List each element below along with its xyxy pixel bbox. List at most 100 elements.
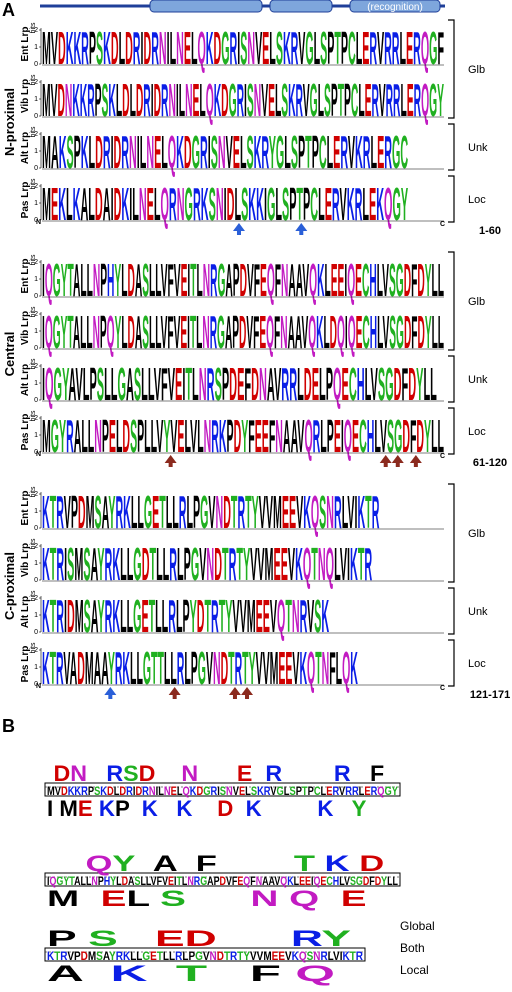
axis-unit: bits [30,590,37,601]
y-tick-label: 2 [34,363,38,370]
both-band [44,872,401,887]
both-sequence: KTRVPDMSAYRKLLGETLLRLPGVNDTRTYVVMEEVKQSN… [47,949,363,963]
sequence-logo: IQGYTALLNPQYLDASLLVFVEITLNRGAPDVFEQFNAAV… [42,306,444,358]
group-label: Loc [468,658,486,670]
group-label: Unk [468,142,488,154]
y-tick-label: 2 [34,543,38,550]
arrow [104,687,117,699]
arrow [391,455,404,467]
arrow [295,223,308,235]
axis-unit: bits [30,642,37,653]
arrow [232,223,245,235]
y-tick-label: 1 [34,560,38,567]
y-tick-label: 1 [34,612,38,619]
axis-unit: bits [30,538,37,549]
row-label: Ent Lrp [20,259,31,294]
arrow [379,455,392,467]
y-tick-label: 1 [34,508,38,515]
y-tick-label: 2 [34,491,38,498]
y-tick-label: 1 [34,44,38,51]
both-sequence: MVDKKRPSKDLDRIDRNILNELQKDGRISNVELSKRVGLS… [47,784,398,798]
y-tick-label: 1 [34,380,38,387]
legend-label: Local [400,963,429,977]
row-label: Vib Lrp [20,311,31,345]
both-band [44,947,366,962]
y-tick-label: 2 [34,415,38,422]
y-tick-label: 2 [34,27,38,34]
y-tick-label: 0 [34,449,38,456]
arrow [241,687,254,699]
legend-label: Global [400,919,435,933]
c-terminus: C [440,453,445,460]
row-label: Alt Lrp [20,364,31,396]
row-label: Pas Lrp [20,646,31,683]
y-tick-label: 0 [34,577,38,584]
y-tick-label: 0 [34,681,38,688]
range-label: 1-60 [479,225,501,237]
bracket [448,407,455,455]
bracket [448,639,455,687]
group-label: Glb [468,64,485,76]
group-label: Glb [468,528,485,540]
bracket [448,175,455,223]
y-tick-label: 1 [34,96,38,103]
bracket [448,483,455,583]
row-label: Pas Lrp [20,182,31,219]
both-band [44,782,401,797]
y-tick-label: 1 [34,200,38,207]
helix-label: (recognition) [367,2,423,13]
n-terminus: N [36,451,41,458]
panel-label: A [2,0,15,20]
helix [349,0,441,13]
axis-unit: bits [30,306,37,317]
y-tick-label: 0 [34,61,38,68]
row-label: Ent Lrp [20,27,31,62]
c-terminus: C [440,221,445,228]
bracket [448,19,455,119]
sequence-logo: IQGYTALLNPHYLDASLLVFVEITLNRGAPDVFEQFNAAV… [42,254,444,306]
row-label: Ent Lrp [20,491,31,526]
group-label: Loc [468,194,486,206]
axis-unit: bits [30,254,37,265]
bracket [448,355,455,403]
y-tick-label: 1 [34,276,38,283]
sequence-logo: MVDKKRPSKDLDRIDRNILNELQKDGRISNVELSKRVGLS… [42,22,444,74]
group-label: Unk [468,374,488,386]
y-tick-label: 0 [34,165,38,172]
n-terminus: N [36,683,41,690]
sequence-logo: MAKSPKLDRIDRNILNELQKDGRISNVELSKRYGLSPTPC… [42,126,408,178]
global-letters: DN RSD N E R R F [47,761,384,786]
arrow [168,687,181,699]
group-label: Glb [468,296,485,308]
row-label: Alt Lrp [20,596,31,628]
both-sequence: IQGYTALLNPHYLDASLLVFVEITLNRGAPDVFEQFNAAV… [47,874,398,888]
y-tick-label: 2 [34,259,38,266]
panel-label: B [2,716,15,736]
y-tick-label: 0 [34,293,38,300]
row-label: Vib Lrp [20,79,31,113]
axis-unit: bits [30,358,37,369]
y-tick-label: 0 [34,629,38,636]
c-terminus: C [440,685,445,692]
y-tick-label: 0 [34,525,38,532]
group-label: Unk [468,606,488,618]
local-letters: A K T F Q [47,961,335,986]
bracket [448,587,455,635]
y-tick-label: 0 [34,397,38,404]
axis-unit: bits [30,410,37,421]
bracket [448,251,455,351]
sequence-logo: IQGYAVLPSLLGASLLVFVEITLNRSPDEFDNAVRRLDEL… [42,358,437,410]
axis-unit: bits [30,486,37,497]
arrow [164,455,177,467]
row-label: Alt Lrp [20,132,31,164]
axis-unit: bits [30,178,37,189]
sequence-logo: KTRIDMSAYRKLLGETLLRLPYDTRTYVVMEEVQTNRVSK [42,590,329,642]
sequence-logo: KTRISMSAYRKLLGDTLLRLPGVNDTRTYVVMEEVKQTNQ… [42,538,372,590]
row-label: Pas Lrp [20,414,31,451]
helix [149,0,263,13]
y-tick-label: 1 [34,432,38,439]
range-label: 61-120 [473,457,507,469]
sequence-logo: MEKLKALDAIDKILNELQRNGRKSNIDLSKKIGLSPTPCL… [42,178,408,230]
